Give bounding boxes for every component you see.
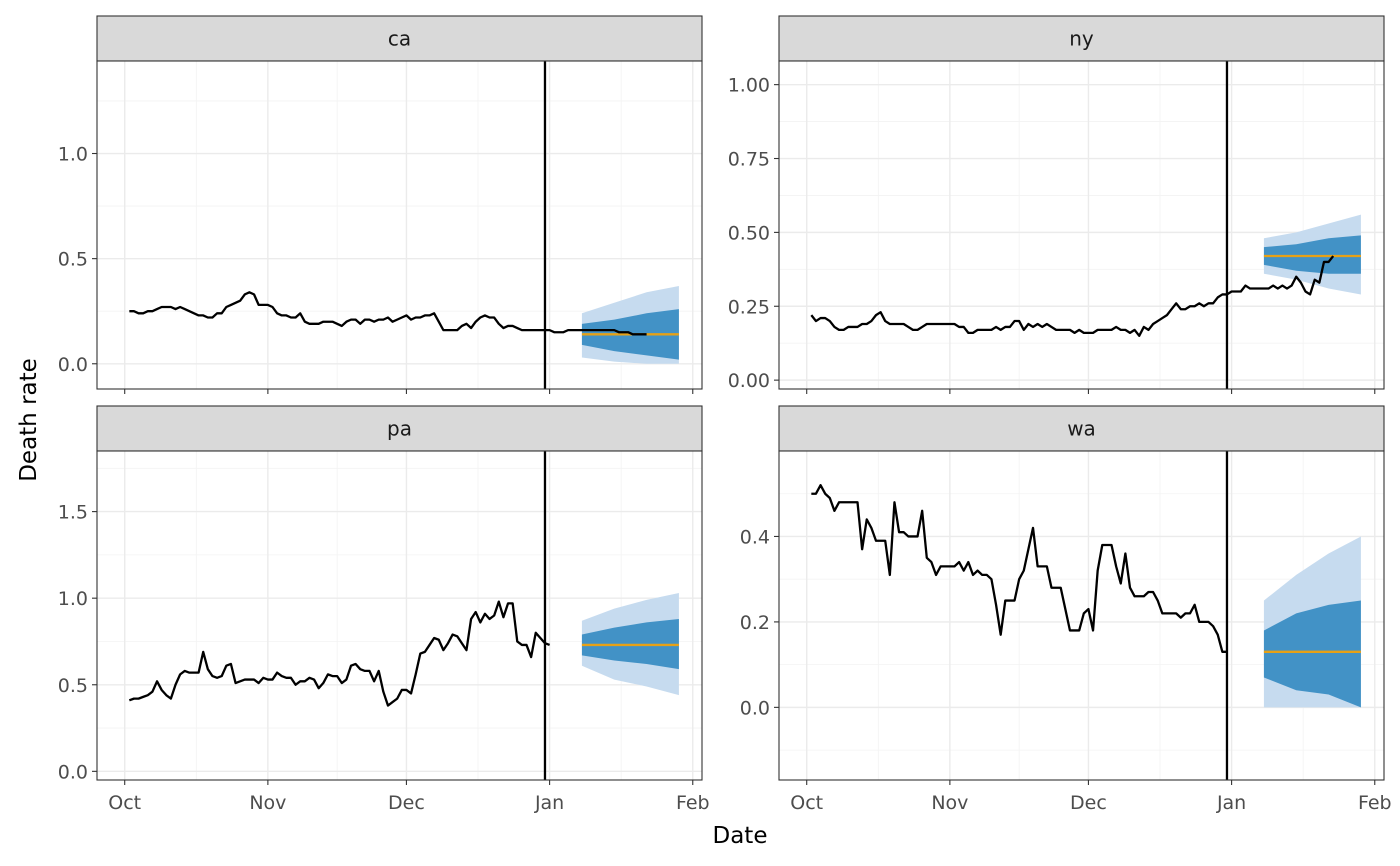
facet-pa: pa 0.0 0.5 1.0 1.5 Oct Nov Dec Jan Feb xyxy=(58,405,710,814)
facet-ny: ny 0.00 0.25 0.50 0.75 1.00 xyxy=(728,15,1385,394)
y-tick-label: 0.50 xyxy=(728,222,770,244)
y-tick-label: 0.75 xyxy=(728,149,770,171)
y-tick-label: 0.25 xyxy=(728,296,770,318)
panel-border xyxy=(778,450,1385,781)
forecast-band-inner xyxy=(1263,600,1361,708)
observed-series-line xyxy=(128,600,550,707)
panel-border xyxy=(778,60,1385,390)
x-tick-label: Nov xyxy=(931,792,968,814)
y-tick-label: 0.5 xyxy=(58,675,88,697)
x-tick-label: Oct xyxy=(108,792,141,814)
y-tick-label: 0.0 xyxy=(58,354,88,376)
facet-strip xyxy=(96,15,703,62)
x-tick-label: Dec xyxy=(388,792,425,814)
y-tick-label: 0.0 xyxy=(740,697,770,719)
x-tick-label: Feb xyxy=(1358,792,1392,814)
x-axis-title: Date xyxy=(713,823,768,849)
y-tick-label: 0.5 xyxy=(58,249,88,271)
x-tick-label: Nov xyxy=(249,792,286,814)
facet-ca: ca 0.0 0.5 1.0 xyxy=(58,15,703,394)
facet-wa: wa 0.0 0.2 0.4 Oct Nov Dec Jan Feb xyxy=(740,405,1392,814)
facet-strip-label: wa xyxy=(1067,417,1096,441)
panel-background xyxy=(779,61,1384,389)
y-axis-title: Death rate xyxy=(16,358,42,482)
y-tick-label: 0.2 xyxy=(740,612,770,634)
facet-strip xyxy=(778,15,1385,62)
panel-border xyxy=(96,450,703,781)
y-tick-label: 1.0 xyxy=(58,588,88,610)
observed-series-line xyxy=(129,291,647,336)
x-tick-label: Jan xyxy=(1216,792,1246,814)
facet-strip-label: pa xyxy=(387,417,412,441)
y-tick-label: 0.00 xyxy=(728,370,770,392)
facet-strip xyxy=(96,405,703,452)
x-tick-label: Jan xyxy=(534,792,564,814)
observed-series-line xyxy=(811,484,1227,653)
y-tick-label: 0.4 xyxy=(740,526,770,548)
x-tick-label: Oct xyxy=(790,792,823,814)
y-tick-label: 1.0 xyxy=(58,144,88,166)
observed-series-line xyxy=(810,255,1335,337)
x-tick-label: Dec xyxy=(1070,792,1107,814)
y-tick-label: 1.5 xyxy=(58,502,88,524)
y-tick-label: 1.00 xyxy=(728,75,770,97)
x-tick-label: Feb xyxy=(676,792,710,814)
facet-strip-label: ca xyxy=(388,27,411,51)
y-tick-label: 0.0 xyxy=(58,761,88,783)
panel-border xyxy=(96,60,703,390)
forecast-band-inner xyxy=(1263,235,1361,274)
facet-strip-label: ny xyxy=(1069,27,1094,51)
